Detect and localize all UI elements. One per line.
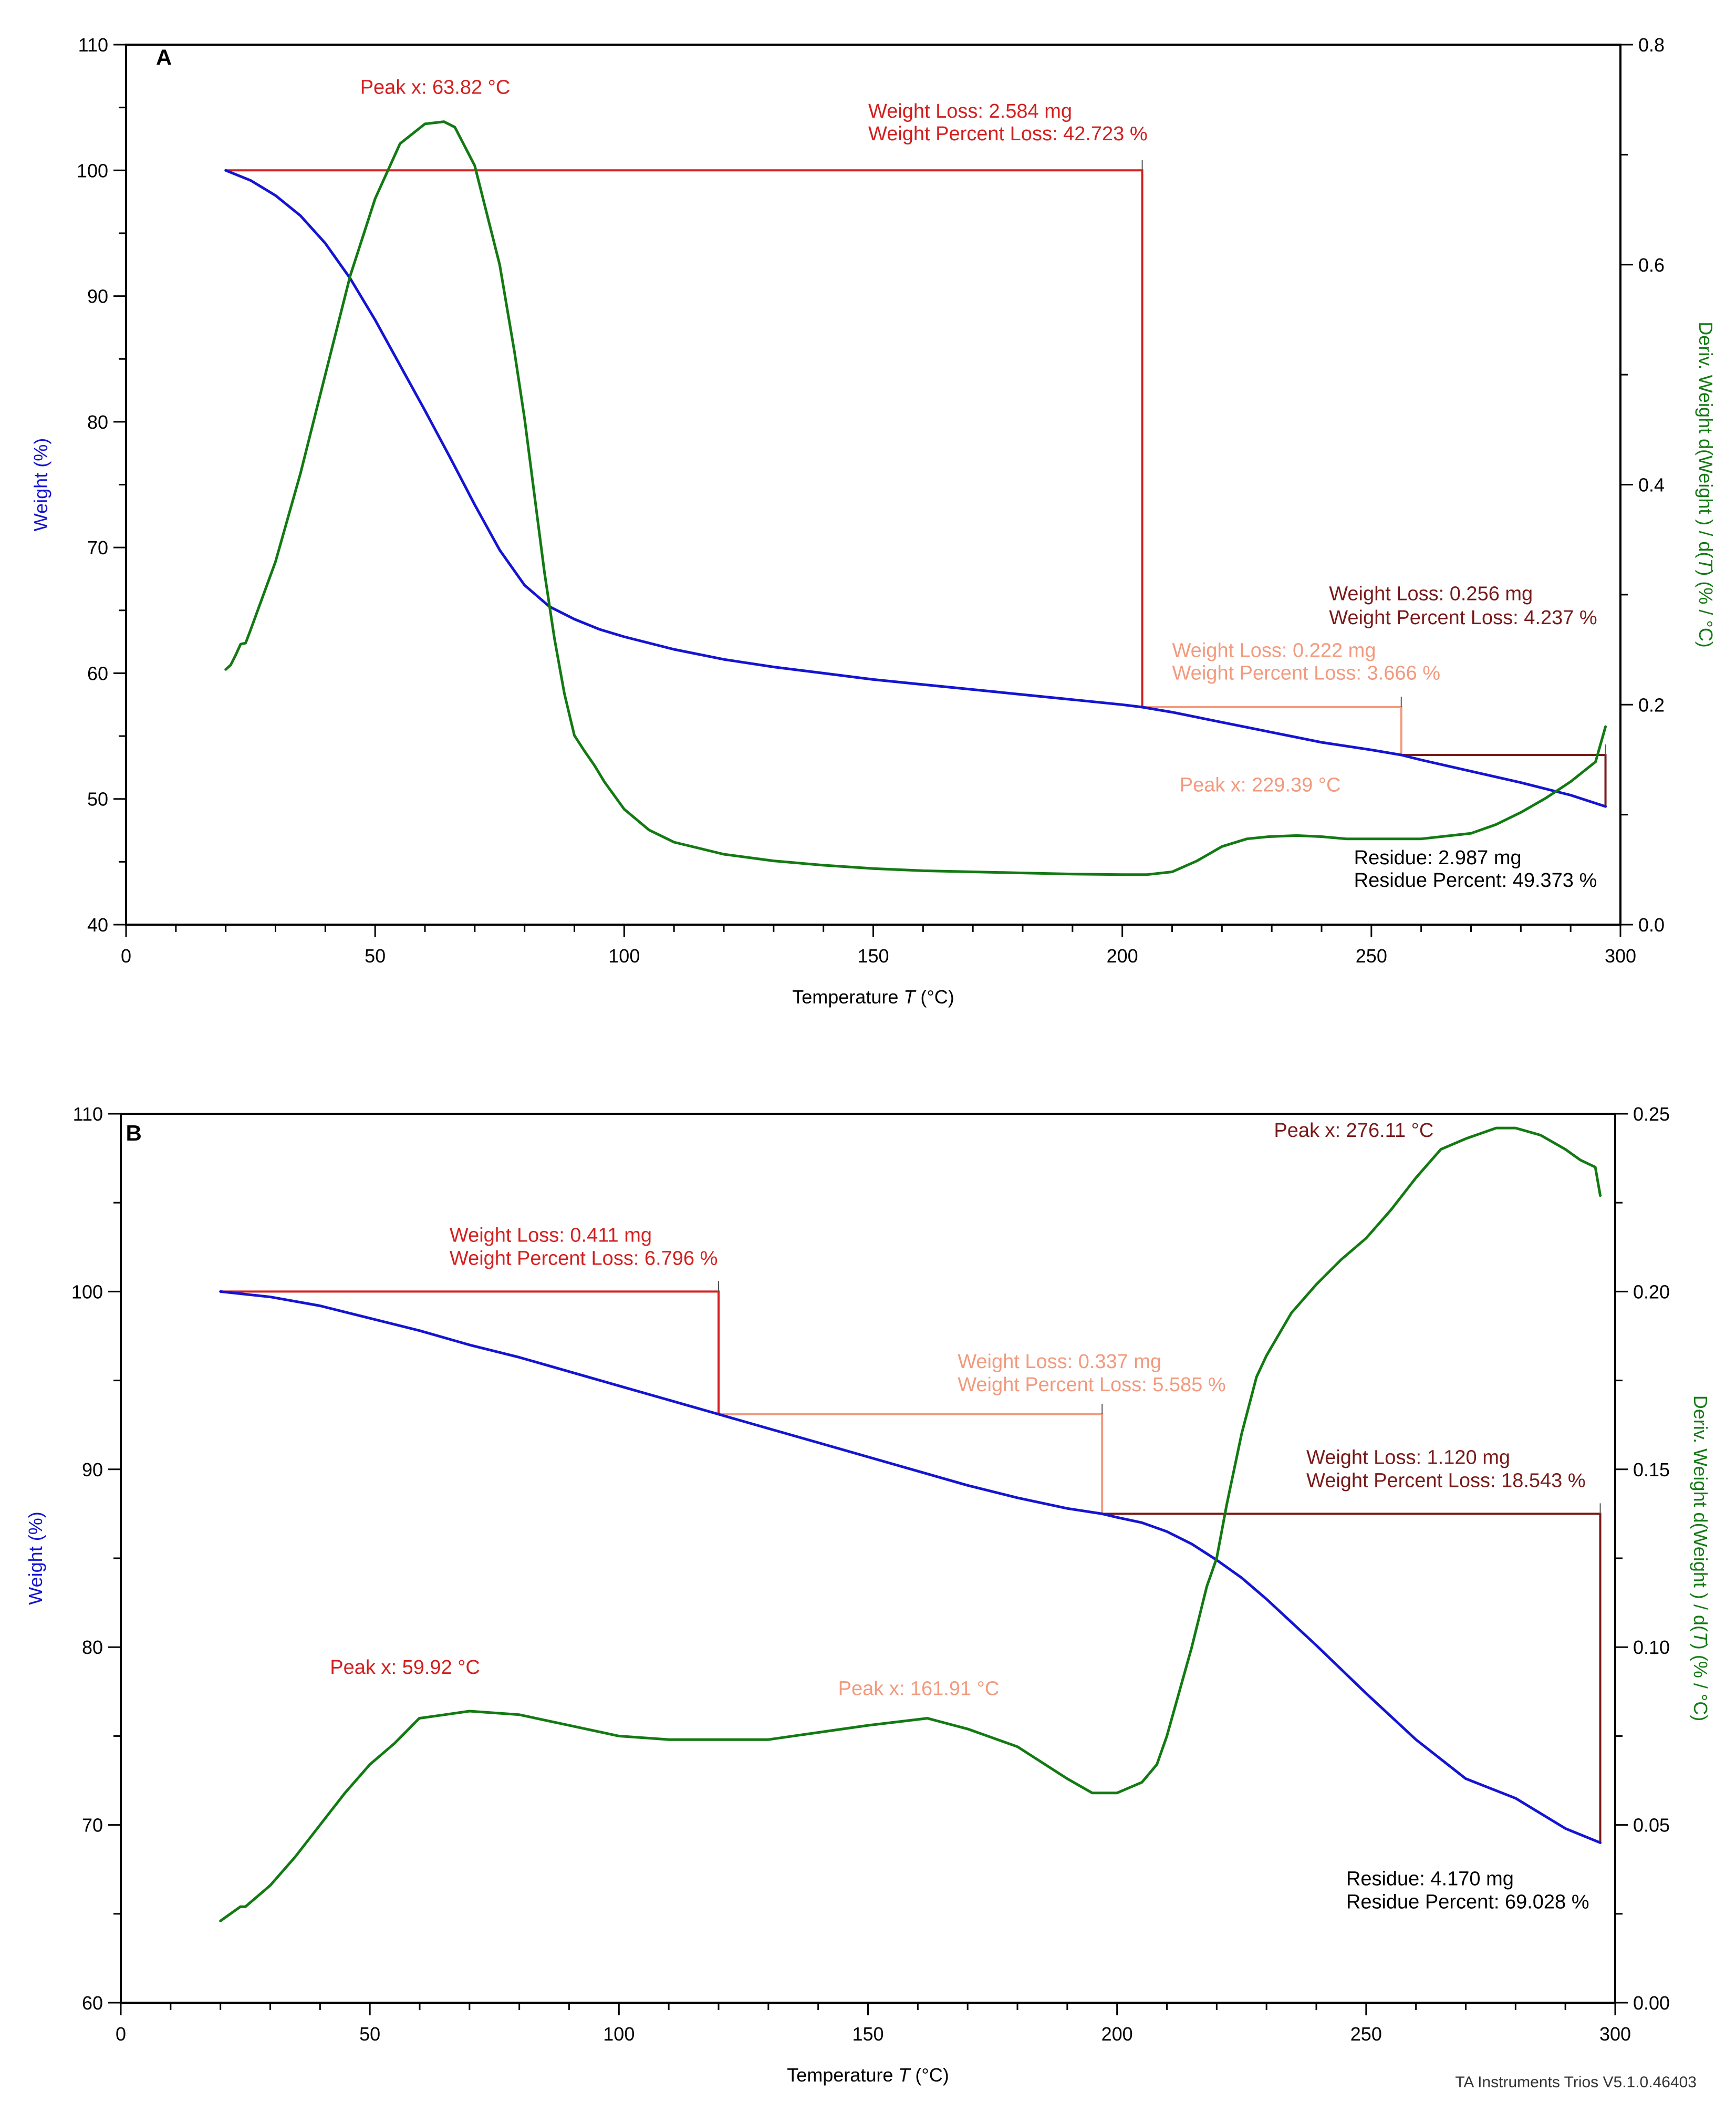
x-tick-label: 100 xyxy=(608,945,640,967)
y-tick-label: 100 xyxy=(77,160,108,181)
x-tick-label: 0 xyxy=(116,2023,126,2045)
y-tick-label: 70 xyxy=(82,1815,103,1836)
y2-axis-title: Deriv. Weight d(Weight ) / d(T) (% / °C) xyxy=(1695,322,1717,648)
weight-line xyxy=(224,169,1607,808)
y-tick-label: 60 xyxy=(87,662,108,684)
weight-loss-step-2 xyxy=(719,1413,1104,1514)
weight-line xyxy=(219,1290,1602,1844)
annotation-label: Weight Percent Loss: 6.796 % xyxy=(450,1248,718,1270)
y2-tick-label: 0.4 xyxy=(1638,474,1665,496)
y2-axis-title: Deriv. Weight d(Weight ) / d(T) (% / °C) xyxy=(1690,1395,1711,1722)
annotation-label: Weight Percent Loss: 3.666 % xyxy=(1172,662,1440,684)
annotation-label: Peak x: 229.39 °C xyxy=(1180,774,1341,796)
y-tick-label: 40 xyxy=(87,914,108,936)
annotation-label: Peak x: 161.91 °C xyxy=(838,1678,1000,1700)
x-tick-label: 0 xyxy=(121,945,131,967)
panel-label: B xyxy=(126,1121,141,1145)
x-tick-label: 250 xyxy=(1350,2023,1382,2045)
x-tick-label: 150 xyxy=(852,2023,883,2045)
x-tick-label: 100 xyxy=(603,2023,635,2045)
panel-b: 0 50 100 150 200 250 300 60 70 80 90 100 110 0.00 0.05… xyxy=(25,1103,1711,2086)
y2-tick-label: 0.2 xyxy=(1638,694,1665,716)
derivative-weight-line xyxy=(224,120,1607,876)
y2-tick-label: 0.10 xyxy=(1633,1637,1670,1658)
annotation-label: Weight Loss: 0.411 mg xyxy=(450,1225,652,1247)
y2-tick-label: 0.0 xyxy=(1638,914,1665,936)
y-tick-label: 80 xyxy=(82,1637,103,1658)
y-tick-label: 110 xyxy=(73,1103,103,1125)
derivative-weight-line xyxy=(219,1126,1602,1922)
x-axis-title: Temperature T (°C) xyxy=(787,2064,949,2086)
y-tick-label: 110 xyxy=(78,34,108,56)
y-tick-label: 60 xyxy=(82,1992,103,2014)
x-tick-label: 50 xyxy=(359,2023,380,2045)
x-tick-label: 200 xyxy=(1101,2023,1133,2045)
x-tick-label: 150 xyxy=(857,945,889,967)
annotation-label: Weight Loss: 0.256 mg xyxy=(1329,583,1533,605)
x-tick-label: 200 xyxy=(1107,945,1138,967)
annotation-label: Weight Percent Loss: 18.543 % xyxy=(1306,1470,1586,1492)
y-tick-label: 50 xyxy=(87,789,108,810)
annotation-label: Weight Percent Loss: 4.237 % xyxy=(1329,607,1597,629)
annotation-label: Weight Percent Loss: 42.723 % xyxy=(868,123,1148,145)
annotation-label: Peak x: 59.92 °C xyxy=(330,1656,480,1679)
annotation-label: Weight Loss: 0.337 mg xyxy=(958,1351,1161,1373)
x-tick-label: 300 xyxy=(1605,945,1636,967)
y-axis-title: Weight (%) xyxy=(30,438,51,531)
y2-tick-label: 0.6 xyxy=(1638,254,1665,276)
annotation-label: Weight Loss: 2.584 mg xyxy=(868,100,1072,122)
annotation-label: Residue: 4.170 mg xyxy=(1346,1868,1514,1890)
y2-tick-label: 0.8 xyxy=(1638,34,1665,56)
software-version-footer: TA Instruments Trios V5.1.0.46403 xyxy=(1455,2074,1697,2091)
y2-tick-label: 0.15 xyxy=(1633,1459,1670,1480)
y2-tick-label: 0.05 xyxy=(1633,1815,1670,1836)
y2-tick-label: 0.20 xyxy=(1633,1281,1670,1302)
x-tick-label: 50 xyxy=(365,945,386,967)
y-tick-label: 100 xyxy=(71,1281,103,1302)
panel-label: A xyxy=(156,45,172,69)
y-tick-label: 90 xyxy=(82,1459,103,1480)
annotation-label: Residue: 2.987 mg xyxy=(1354,847,1522,869)
weight-loss-step-1 xyxy=(225,169,1144,708)
annotation-label: Residue Percent: 49.373 % xyxy=(1354,869,1597,892)
annotation-label: Residue Percent: 69.028 % xyxy=(1346,1891,1589,1913)
annotation-label: Peak x: 276.11 °C xyxy=(1274,1120,1433,1142)
y-tick-label: 90 xyxy=(87,286,108,307)
annotation-label: Weight Loss: 0.222 mg xyxy=(1172,639,1376,661)
y-tick-label: 80 xyxy=(87,411,108,433)
x-tick-label: 300 xyxy=(1599,2023,1631,2045)
y2-tick-label: 0.25 xyxy=(1633,1103,1670,1125)
annotation-label: Weight Loss: 1.120 mg xyxy=(1306,1447,1510,1469)
weight-loss-step-1 xyxy=(220,1290,720,1414)
x-axis-title: Temperature T (°C) xyxy=(792,986,954,1008)
weight-loss-step-2 xyxy=(1142,706,1402,755)
y-axis-title: Weight (%) xyxy=(25,1511,46,1604)
y-tick-label: 70 xyxy=(87,537,108,558)
y2-tick-label: 0.00 xyxy=(1633,1992,1670,2014)
x-tick-label: 250 xyxy=(1356,945,1387,967)
annotation-label: Peak x: 63.82 °C xyxy=(360,76,511,98)
plot-frame xyxy=(125,44,1621,926)
annotation-label: Weight Percent Loss: 5.585 % xyxy=(958,1374,1225,1396)
panel-a: 0 50 100 150 200 250 300 40 50 60 70 80 90 100 110 0.0 0… xyxy=(30,34,1717,1008)
